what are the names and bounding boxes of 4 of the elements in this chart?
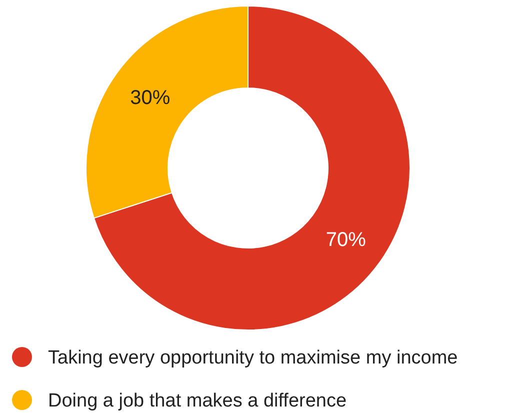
data-label: 70% [326, 229, 366, 252]
data-label: 30% [130, 86, 170, 109]
legend-label: Taking every opportunity to maximise my income [48, 348, 458, 369]
legend-label: Doing a job that makes a difference [48, 390, 347, 412]
